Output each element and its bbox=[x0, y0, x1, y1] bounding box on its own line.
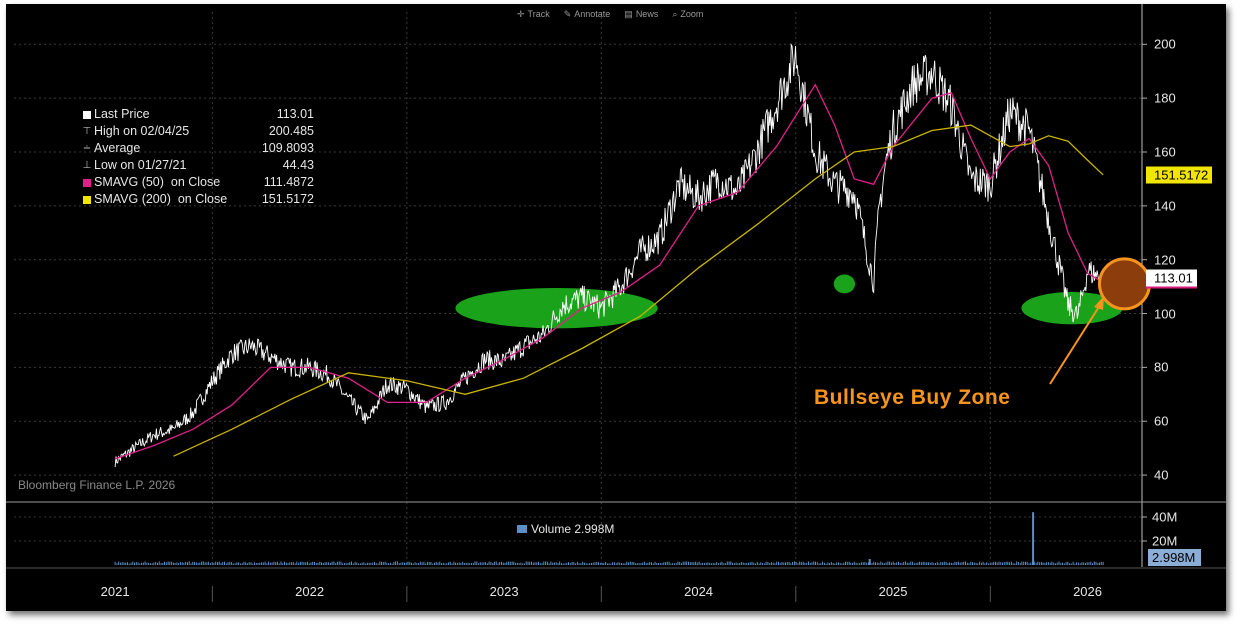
legend-swatch bbox=[83, 110, 91, 119]
track-button[interactable]: ✛ Track bbox=[517, 9, 550, 20]
volume-tick-label: 20M bbox=[1152, 533, 1178, 549]
magnifier-icon: ⌕ bbox=[672, 8, 678, 19]
legend-row: SMAVG (200) on Close 151.5172 bbox=[80, 191, 314, 208]
price-line bbox=[114, 43, 1104, 468]
legend-label: Average bbox=[94, 141, 141, 155]
track-label: Track bbox=[527, 9, 550, 19]
legend-value: 200.485 bbox=[268, 124, 314, 138]
sma200-price-tag: 151.5172 bbox=[1146, 166, 1213, 184]
volume-legend: Volume 2.998M bbox=[517, 522, 614, 536]
y-tick-label: 180 bbox=[1154, 90, 1176, 106]
news-icon: ▤ bbox=[624, 8, 633, 19]
legend-swatch bbox=[83, 178, 91, 187]
y-tick-label: 160 bbox=[1154, 144, 1176, 160]
low-icon: ⊥ bbox=[82, 160, 92, 171]
x-tick-label: 2025 bbox=[878, 584, 908, 599]
volume-bars-path bbox=[114, 561, 1104, 565]
volume-swatch bbox=[517, 525, 527, 533]
chart-toolbar: ✛ Track ✎ Annotate ▤ News ⌕ Zoom bbox=[517, 6, 703, 22]
y-tick-label: 60 bbox=[1154, 413, 1169, 429]
x-tick-label: 2023 bbox=[489, 584, 519, 599]
legend-label: SMAVG (50) on Close bbox=[94, 175, 221, 189]
annotate-label: Annotate bbox=[574, 9, 611, 19]
highlight-ellipse bbox=[1021, 292, 1123, 325]
legend-row: ⊤ High on 02/04/25 200.485 bbox=[80, 123, 314, 140]
legend-swatch bbox=[83, 195, 91, 204]
y-tick-label: 140 bbox=[1154, 198, 1176, 214]
arrow-shaft bbox=[1049, 301, 1103, 385]
avg-icon: ∸ bbox=[82, 143, 92, 154]
y-tick-label: 120 bbox=[1154, 252, 1176, 268]
legend-value: 109.8093 bbox=[261, 141, 314, 155]
chart-legend: Last Price 113.01 ⊤ High on 02/04/25 200.485… bbox=[80, 106, 314, 208]
news-button[interactable]: ▤ News bbox=[624, 9, 658, 20]
annotation-arrow bbox=[1049, 296, 1104, 385]
legend-value: 44.43 bbox=[282, 158, 314, 172]
x-tick-label: 2021 bbox=[100, 584, 130, 599]
volume-bars bbox=[114, 512, 1104, 565]
legend-value: 113.01 bbox=[276, 107, 314, 121]
volume-tag: 2.998M bbox=[1148, 549, 1202, 566]
arrow-head bbox=[1094, 296, 1104, 310]
highlight-ellipse bbox=[455, 287, 658, 329]
zoom-button[interactable]: ⌕ Zoom bbox=[672, 9, 703, 20]
x-tick-label: 2024 bbox=[684, 584, 714, 599]
legend-row: ∸ Average 109.8093 bbox=[80, 140, 314, 157]
x-tick-label: 2022 bbox=[295, 584, 325, 599]
legend-value: 111.4872 bbox=[263, 175, 314, 189]
legend-row: Last Price 113.01 bbox=[80, 106, 314, 123]
legend-swatch-box bbox=[80, 178, 94, 187]
y-tick-label: 100 bbox=[1154, 306, 1176, 322]
high-icon: ⊤ bbox=[82, 126, 92, 137]
legend-row: SMAVG (50) on Close 111.4872 bbox=[80, 174, 314, 191]
legend-swatch-box bbox=[80, 110, 94, 119]
highlight-ellipse bbox=[833, 274, 856, 294]
x-tick-label: 2026 bbox=[1073, 584, 1102, 599]
legend-label: Low on 01/27/21 bbox=[94, 158, 187, 172]
bullseye-target bbox=[1097, 257, 1151, 311]
volume-legend-label: Volume 2.998M bbox=[531, 522, 615, 536]
pencil-icon: ✎ bbox=[563, 8, 572, 19]
y-tick-label: 200 bbox=[1154, 36, 1176, 52]
legend-swatch-box bbox=[80, 195, 94, 204]
y-tick-label: 80 bbox=[1154, 359, 1169, 375]
legend-label: SMAVG (200) on Close bbox=[94, 192, 228, 206]
highlight-zones bbox=[455, 274, 1123, 329]
chart-frame: ✛ Track ✎ Annotate ▤ News ⌕ Zoom Last Price 1… bbox=[6, 4, 1226, 611]
zoom-label: Zoom bbox=[680, 9, 704, 19]
crosshair-icon: ✛ bbox=[517, 8, 525, 19]
sma50-line bbox=[114, 83, 1104, 460]
bullseye-annotation: Bullseye Buy Zone bbox=[814, 386, 1011, 409]
legend-row: ⊥ Low on 01/27/21 44.43 bbox=[80, 157, 314, 174]
legend-value: 151.5172 bbox=[261, 192, 314, 206]
annotate-button[interactable]: ✎ Annotate bbox=[564, 9, 611, 20]
volume-tick-label: 40M bbox=[1152, 509, 1178, 525]
y-tick-label: 40 bbox=[1154, 467, 1169, 483]
legend-label: High on 02/04/25 bbox=[94, 124, 190, 138]
watermark: Bloomberg Finance L.P. 2026 bbox=[18, 478, 176, 492]
last-price-tag: 113.01 bbox=[1146, 269, 1197, 288]
news-label: News bbox=[635, 9, 659, 19]
sma200-line bbox=[173, 124, 1104, 457]
legend-label: Last Price bbox=[94, 107, 150, 121]
price-chart bbox=[6, 4, 1226, 602]
series-lines bbox=[114, 43, 1151, 468]
